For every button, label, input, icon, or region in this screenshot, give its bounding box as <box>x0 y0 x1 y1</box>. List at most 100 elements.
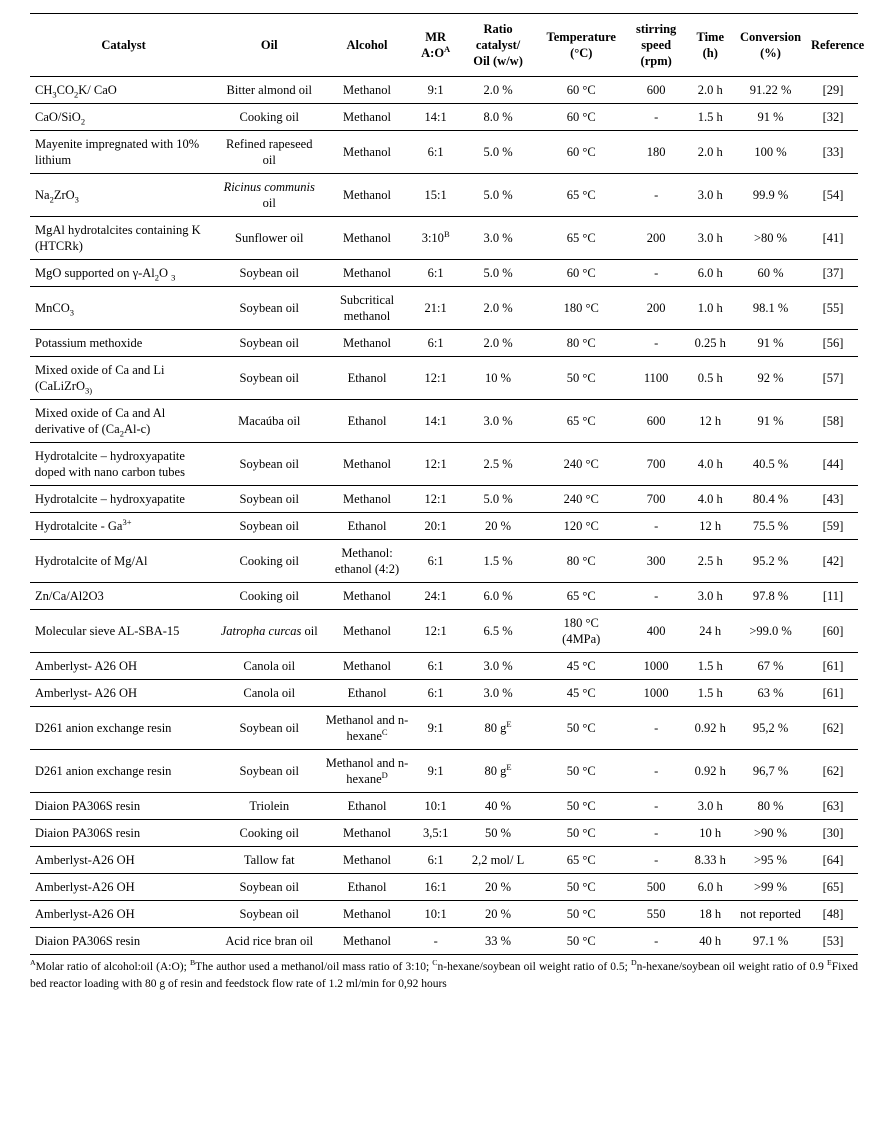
cell-stirring: - <box>624 706 688 750</box>
cell-time: 1.5 h <box>687 679 734 707</box>
cell-reference: [30] <box>808 819 858 847</box>
cell-time: 0.25 h <box>687 329 734 357</box>
cell-time: 1.0 h <box>687 286 734 330</box>
cell-catalyst: Hydrotalcite - Ga3+ <box>30 512 218 540</box>
cell-time: 12 h <box>687 399 734 443</box>
cell-mr: 14:1 <box>412 103 459 131</box>
cell-catalyst: Amberlyst-A26 OH <box>30 846 218 874</box>
cell-conversion: 40.5 % <box>733 442 808 486</box>
cell-reference: [33] <box>808 130 858 174</box>
cell-time: 6.0 h <box>687 873 734 901</box>
cell-temperature: 180 °C <box>537 286 625 330</box>
cell-reference: [56] <box>808 329 858 357</box>
cell-temperature: 50 °C <box>537 792 625 820</box>
cell-time: 40 h <box>687 927 734 955</box>
cell-temperature: 65 °C <box>537 582 625 610</box>
cell-alcohol: Methanol <box>321 130 413 174</box>
cell-alcohol: Methanol <box>321 173 413 217</box>
cell-stirring: 400 <box>624 609 688 653</box>
cell-mr: 16:1 <box>412 873 459 901</box>
table-row: Hydrotalcite of Mg/Al Cooking oil Methanol… <box>30 539 858 583</box>
cell-catalyst: Hydrotalcite – hydroxyapatite <box>30 485 218 513</box>
cell-time: 0.92 h <box>687 749 734 793</box>
cell-conversion: 95,2 % <box>733 706 808 750</box>
cell-ratio: 80 gE <box>458 706 538 750</box>
cell-reference: [65] <box>808 873 858 901</box>
cell-time: 2.0 h <box>687 130 734 174</box>
cell-temperature: 50 °C <box>537 900 625 928</box>
cell-temperature: 60 °C <box>537 103 625 131</box>
cell-alcohol: Methanol <box>321 846 413 874</box>
cell-reference: [32] <box>808 103 858 131</box>
cell-mr: 12:1 <box>412 609 459 653</box>
cell-catalyst: Potassium methoxide <box>30 329 218 357</box>
cell-oil: Cooking oil <box>217 582 322 610</box>
cell-reference: [60] <box>808 609 858 653</box>
cell-oil: Soybean oil <box>217 873 322 901</box>
table-row: MgAl hydrotalcites containing K (HTCRk) S… <box>30 216 858 260</box>
cell-mr: 12:1 <box>412 485 459 513</box>
cell-ratio: 2.0 % <box>458 329 538 357</box>
cell-time: 1.5 h <box>687 103 734 131</box>
cell-catalyst: MgO supported on γ-Al2O 3 <box>30 259 218 287</box>
cell-mr: 14:1 <box>412 399 459 443</box>
cell-temperature: 65 °C <box>537 216 625 260</box>
cell-conversion: not reported <box>733 900 808 928</box>
cell-oil: Ricinus communis oil <box>217 173 322 217</box>
cell-temperature: 45 °C <box>537 652 625 680</box>
cell-stirring: 500 <box>624 873 688 901</box>
cell-ratio: 3.0 % <box>458 652 538 680</box>
cell-reference: [37] <box>808 259 858 287</box>
cell-time: 3.0 h <box>687 173 734 217</box>
cell-conversion: 67 % <box>733 652 808 680</box>
cell-reference: [54] <box>808 173 858 217</box>
table-row: MgO supported on γ-Al2O 3 Soybean oil Meth… <box>30 259 858 287</box>
cell-oil: Triolein <box>217 792 322 820</box>
cell-conversion: >99 % <box>733 873 808 901</box>
cell-catalyst: Mayenite impregnated with 10% lithium <box>30 130 218 174</box>
cell-oil: Jatropha curcas oil <box>217 609 322 653</box>
cell-temperature: 240 °C <box>537 442 625 486</box>
cell-oil: Soybean oil <box>217 286 322 330</box>
cell-catalyst: Diaion PA306S resin <box>30 819 218 847</box>
table-row: Amberlyst- A26 OH Canola oil Methanol 6:1 3.… <box>30 652 858 680</box>
cell-oil: Macaúba oil <box>217 399 322 443</box>
cell-conversion: >90 % <box>733 819 808 847</box>
cell-mr: 9:1 <box>412 706 459 750</box>
cell-oil: Cooking oil <box>217 539 322 583</box>
cell-catalyst: Diaion PA306S resin <box>30 927 218 955</box>
table-row: MnCO3 Soybean oil Subcritical methanol 21:1… <box>30 286 858 330</box>
cell-catalyst: D261 anion exchange resin <box>30 749 218 793</box>
column-header-reference: Reference <box>808 13 864 77</box>
cell-oil: Soybean oil <box>217 749 322 793</box>
cell-alcohol: Subcritical methanol <box>321 286 413 330</box>
cell-conversion: >80 % <box>733 216 808 260</box>
cell-temperature: 45 °C <box>537 679 625 707</box>
cell-catalyst: Amberlyst-A26 OH <box>30 873 218 901</box>
cell-catalyst: Zn/Ca/Al2O3 <box>30 582 218 610</box>
cell-temperature: 180 °C (4MPa) <box>537 609 625 653</box>
cell-reference: [61] <box>808 652 858 680</box>
table-row: Molecular sieve AL-SBA-15 Jatropha curcas… <box>30 609 858 653</box>
cell-stirring: - <box>624 749 688 793</box>
cell-stirring: 600 <box>624 399 688 443</box>
cell-oil: Soybean oil <box>217 356 322 400</box>
cell-conversion: 98.1 % <box>733 286 808 330</box>
column-header-conversion: Conversion (%) <box>733 13 808 77</box>
cell-mr: 6:1 <box>412 652 459 680</box>
cell-ratio: 80 gE <box>458 749 538 793</box>
cell-ratio: 50 % <box>458 819 538 847</box>
cell-time: 4.0 h <box>687 442 734 486</box>
cell-temperature: 80 °C <box>537 329 625 357</box>
cell-reference: [59] <box>808 512 858 540</box>
cell-ratio: 20 % <box>458 873 538 901</box>
cell-conversion: 63 % <box>733 679 808 707</box>
cell-catalyst: CaO/SiO2 <box>30 103 218 131</box>
cell-conversion: 95.2 % <box>733 539 808 583</box>
cell-alcohol: Methanol <box>321 216 413 260</box>
cell-mr: 15:1 <box>412 173 459 217</box>
table-footnote: AMolar ratio of alcohol:oil (A:O); BThe … <box>30 958 858 990</box>
table-row: Diaion PA306S resin Cooking oil Methanol 3,… <box>30 819 858 847</box>
cell-alcohol: Methanol and n-hexaneC <box>321 706 413 750</box>
cell-mr: 10:1 <box>412 900 459 928</box>
